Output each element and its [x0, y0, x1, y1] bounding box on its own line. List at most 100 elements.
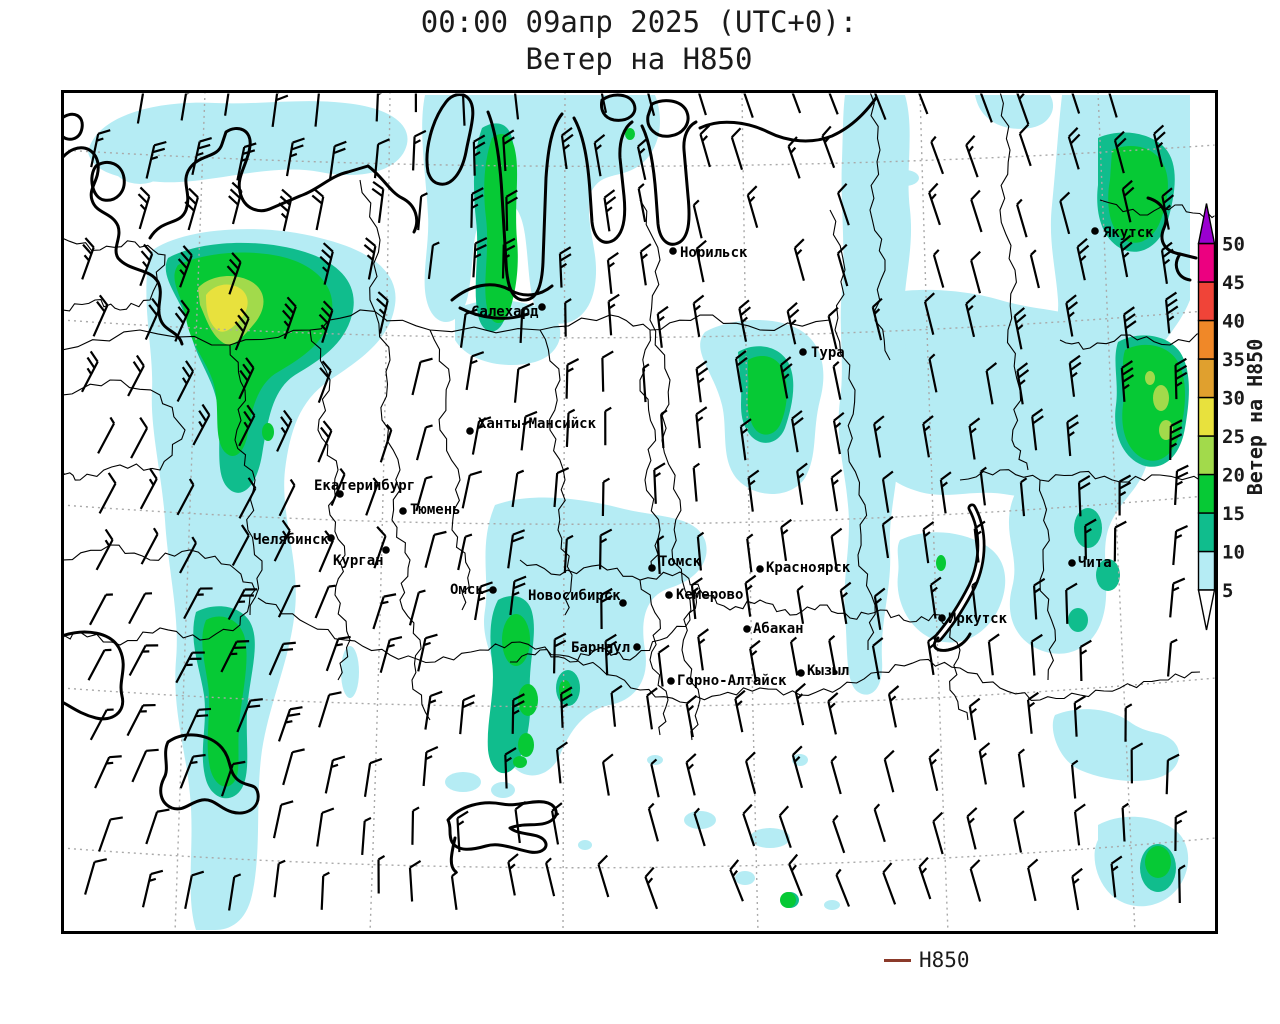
wind-barb: [939, 471, 952, 514]
wind-barb: [131, 748, 159, 783]
wind-barb: [1122, 306, 1137, 349]
wind-barb: [646, 687, 658, 730]
wind-barb: [1077, 474, 1091, 517]
city-marker: Кемерово: [665, 587, 743, 603]
wind-barb: [593, 134, 606, 177]
city-dot: [938, 614, 946, 622]
wind-barb: [607, 293, 620, 336]
wind-barb: [514, 801, 527, 844]
wind-barb: [424, 530, 447, 568]
wind-barb: [471, 416, 492, 455]
wind-barb: [787, 136, 801, 179]
wind-barb: [311, 187, 325, 231]
wind-barb: [928, 353, 938, 393]
wind-barb: [1066, 414, 1080, 457]
colorbar-tick-label: 25: [1222, 426, 1245, 448]
city-marker: Екатеринбург: [314, 478, 415, 498]
wind-barb: [600, 587, 613, 630]
wind-barb: [97, 416, 116, 454]
wind-barb: [1161, 187, 1175, 230]
wind-barb: [779, 356, 793, 399]
wind-barb: [94, 755, 122, 789]
wind-barb: [699, 124, 711, 168]
city-marker: Омск: [450, 582, 497, 598]
wind-barb: [92, 294, 109, 337]
graticule-line: [64, 144, 1215, 168]
wind-barb: [965, 294, 977, 338]
wind-barb: [827, 306, 839, 350]
region-border: [829, 209, 876, 650]
colorbar-tick-label: 30: [1222, 388, 1245, 410]
wind-field-blob: [735, 871, 755, 885]
wind-barb: [180, 93, 200, 121]
wind-barb: [183, 707, 212, 742]
wind-barb: [1124, 703, 1133, 742]
city-marker: Салехард: [471, 303, 546, 320]
wind-barb: [793, 238, 805, 281]
wind-barb: [555, 741, 569, 784]
city-marker: Якутск: [1091, 225, 1154, 241]
city-label: Красноярск: [766, 560, 851, 576]
wind-barb: [744, 574, 757, 617]
region-border: [959, 469, 1215, 484]
wind-barb: [788, 853, 803, 897]
wind-barb: [365, 477, 379, 516]
wind-barb: [835, 868, 851, 907]
city-label: Горно-Алтайск: [677, 673, 787, 689]
wind-barb: [371, 180, 385, 224]
coastline: [572, 116, 634, 244]
wind-barb: [465, 351, 485, 391]
wind-barb: [786, 302, 800, 345]
wind-barb: [220, 640, 250, 673]
wind-barb: [273, 519, 291, 562]
wind-barb: [1070, 759, 1079, 799]
wind-field-blob: [780, 892, 796, 908]
wind-barb: [685, 694, 698, 738]
region-borders-layer: [64, 93, 1215, 741]
wind-field-blob: [1159, 420, 1173, 440]
wind-field-blob: [1145, 846, 1171, 878]
title-variable: Ветер на H850: [525, 42, 753, 76]
wind-field-blob: [838, 95, 912, 695]
city-dot: [382, 546, 390, 554]
wind-barb: [932, 249, 945, 288]
wind-barb: [747, 469, 760, 512]
wind-barb: [693, 807, 706, 847]
wind-barb: [177, 245, 193, 288]
wind-barb: [644, 866, 659, 910]
wind-barb: [268, 641, 296, 676]
wind-barb: [1130, 742, 1144, 784]
wind-barb: [325, 635, 351, 672]
wind-barb: [636, 137, 649, 181]
wind-barb: [551, 802, 563, 845]
wind-barb: [1067, 127, 1081, 170]
wind-barb: [601, 350, 614, 392]
wind-barb: [1119, 234, 1133, 278]
wind-barb: [697, 628, 709, 671]
wind-barb: [650, 758, 660, 798]
city-label: Норильск: [680, 245, 748, 261]
colorbar-tick-label: 10: [1222, 542, 1245, 564]
colorbar-segment: [1197, 319, 1216, 360]
city-dot: [327, 534, 335, 542]
city-dot: [756, 565, 764, 573]
wind-barb: [1164, 291, 1179, 334]
wind-barb: [738, 299, 752, 342]
wind-barb: [505, 189, 518, 231]
wind-barb: [320, 871, 330, 910]
wind-barb: [126, 703, 156, 737]
region-border: [429, 329, 471, 611]
city-label: Курган: [333, 553, 384, 569]
wind-barb: [597, 93, 610, 114]
wind-barb: [545, 857, 556, 897]
wind-barb: [457, 533, 473, 571]
coastline: [1146, 196, 1198, 260]
wind-barb: [1026, 691, 1039, 734]
wind-barb: [987, 633, 1000, 676]
wind-barb: [873, 415, 885, 458]
wind-barb: [1121, 802, 1130, 842]
city-dot: [743, 625, 751, 633]
wind-barb: [376, 291, 389, 334]
wind-barb: [236, 698, 263, 733]
